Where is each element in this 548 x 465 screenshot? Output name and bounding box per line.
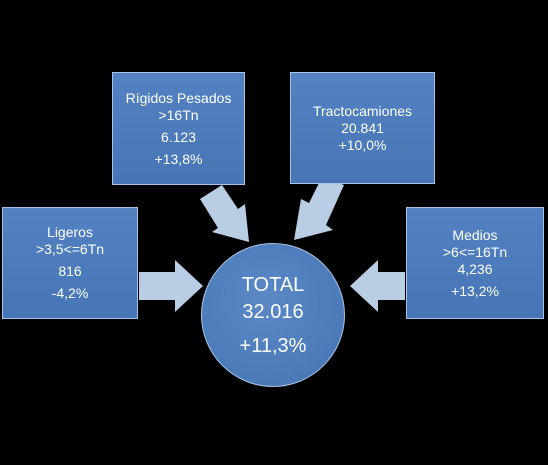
ligeros-box: Ligeros >3,5<=6Tn 816 -4,2% xyxy=(2,207,138,319)
medios-box: Medios >6<=16Tn 4,236 +13,2% xyxy=(406,207,544,319)
medios-name: Medios xyxy=(452,226,498,243)
medios-weight-range: >6<=16Tn xyxy=(442,243,508,260)
rigidos-change: +13,8% xyxy=(154,150,203,167)
total-value: 32.016 xyxy=(242,301,304,323)
tractocamiones-box: Tractocamiones 20.841 +10,0% xyxy=(290,72,435,184)
total-label: TOTAL xyxy=(241,274,305,296)
total-change: +11,3% xyxy=(239,335,307,357)
arrow-ligeros-to-total xyxy=(139,260,203,312)
medios-change: +13,2% xyxy=(451,282,499,299)
rigidos-pesados-box: Rígidos Pesados >16Tn 6.123 +13,8% xyxy=(112,72,245,185)
tractocamiones-name: Tractocamiones xyxy=(312,102,413,119)
tractocamiones-value: 20.841 xyxy=(341,119,384,136)
arrow-medios-to-total xyxy=(350,260,405,312)
rigidos-value: 6.123 xyxy=(160,128,197,145)
ligeros-change: -4,2% xyxy=(51,285,89,301)
ligeros-value: 816 xyxy=(58,263,82,279)
ligeros-name: Ligeros xyxy=(47,224,93,240)
arrow-rigidos-to-total xyxy=(200,185,249,242)
tractocamiones-change: +10,0% xyxy=(338,136,387,153)
arrow-tracto-to-total xyxy=(294,177,344,240)
rigidos-weight-range: >16Tn xyxy=(158,106,199,123)
rigidos-name: Rígidos Pesados xyxy=(125,89,232,106)
total-circle: TOTAL 32.016 +11,3% xyxy=(201,243,345,387)
medios-value: 4,236 xyxy=(457,260,493,277)
ligeros-weight-range: >3,5<=6Tn xyxy=(35,241,105,257)
